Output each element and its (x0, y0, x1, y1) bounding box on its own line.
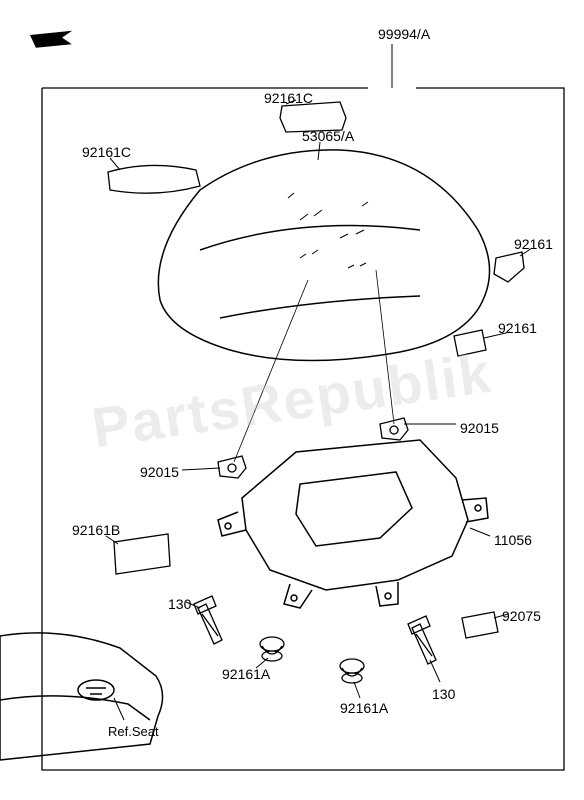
part-seat-ref (0, 633, 163, 760)
label-92161-right: 92161 (514, 236, 553, 252)
label-92161c-left: 92161C (82, 144, 131, 160)
label-92161-sq: 92161 (498, 320, 537, 336)
ref-seat-label: Ref.Seat (108, 724, 159, 739)
part-bolt-right (408, 616, 436, 664)
label-92015-left: 92015 (140, 464, 179, 480)
parts-diagram: PartsRepublik 99994/A 92161C 92161C 5306… (0, 0, 584, 800)
part-bolt-left (194, 596, 222, 644)
part-nut-left (218, 456, 246, 478)
part-damper (462, 612, 498, 638)
label-92161b: 92161B (72, 522, 120, 538)
label-92015-right: 92015 (460, 420, 499, 436)
part-square-pad (454, 330, 486, 356)
part-bracket (218, 440, 488, 608)
part-wedge (494, 252, 524, 282)
part-pad-left (108, 165, 200, 193)
label-92161c-top: 92161C (264, 90, 313, 106)
part-rect-pad (114, 534, 170, 574)
label-92161a-left: 92161A (222, 666, 270, 682)
part-grommet-right (340, 659, 364, 683)
diagram-svg (0, 0, 584, 800)
label-53065a: 53065/A (302, 128, 354, 144)
label-130-right: 130 (432, 686, 455, 702)
label-11056: 11056 (494, 532, 532, 548)
orientation-arrow (30, 18, 77, 58)
label-92075: 92075 (502, 608, 541, 624)
part-cover (158, 150, 489, 361)
part-grommet-left (260, 637, 284, 661)
label-99994a: 99994/A (378, 26, 430, 42)
label-92161a-right: 92161A (340, 700, 388, 716)
label-130-left: 130 (168, 596, 191, 612)
